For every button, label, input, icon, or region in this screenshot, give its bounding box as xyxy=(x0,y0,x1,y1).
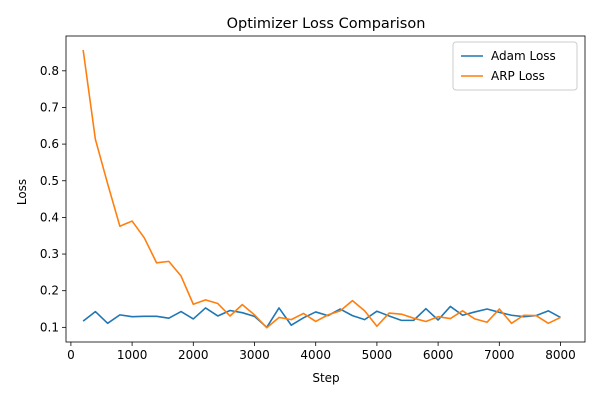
series-line-arp-loss xyxy=(82,49,561,329)
x-tick-label: 1000 xyxy=(117,348,148,362)
x-tick-label: 0 xyxy=(67,348,75,362)
x-tick-label: 8000 xyxy=(545,348,576,362)
legend-box xyxy=(452,41,578,91)
legend-label: Adam Loss xyxy=(491,49,556,63)
y-tick-label: 0.5 xyxy=(40,174,59,188)
x-tick-label: 6000 xyxy=(423,348,454,362)
x-tick-label: 3000 xyxy=(239,348,270,362)
axes-frame xyxy=(65,35,586,343)
legend: Adam Loss ARP Loss xyxy=(452,41,578,91)
x-tick-label: 2000 xyxy=(178,348,209,362)
series-line-adam-loss xyxy=(82,305,561,329)
y-tick-label: 0.6 xyxy=(40,137,59,151)
y-tick-label: 0.8 xyxy=(40,64,59,78)
x-tick-label: 7000 xyxy=(484,348,515,362)
y-tick-label: 0.2 xyxy=(40,284,59,298)
y-tick-label: 0.7 xyxy=(40,100,59,114)
plot-area: 0 1000 2000 3000 4000 5000 6000 7000 8000 0.1 0.2 0… xyxy=(40,35,586,362)
y-tick-label: 0.3 xyxy=(40,247,59,261)
chart-title: Optimizer Loss Comparison xyxy=(227,16,426,32)
x-tick-label: 5000 xyxy=(362,348,393,362)
x-tick-label: 4000 xyxy=(300,348,331,362)
y-axis-label: Loss xyxy=(15,179,29,205)
x-axis-label: Step xyxy=(312,371,339,385)
y-tick-label: 0.1 xyxy=(40,320,59,334)
y-tick-label: 0.4 xyxy=(40,210,59,224)
legend-label: ARP Loss xyxy=(491,69,545,83)
